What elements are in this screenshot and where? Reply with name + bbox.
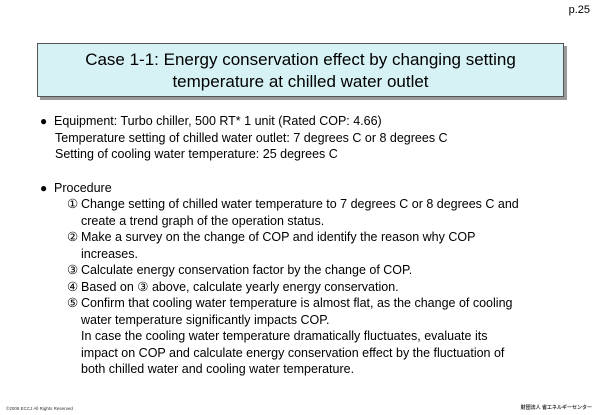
- equipment-line-3: Setting of cooling water temperature: 25…: [55, 147, 338, 161]
- step-line: create a trend graph of the operation st…: [81, 213, 325, 228]
- step-number: ③: [67, 263, 79, 277]
- step-number: ②: [67, 230, 79, 244]
- procedure-heading-item: ● Procedure: [40, 180, 570, 197]
- step-line: increases.: [81, 246, 138, 261]
- procedure-step: ① Change setting of chilled water temper…: [67, 196, 570, 229]
- bullet-icon: ●: [40, 114, 48, 128]
- step-line: Confirm that cooling water temperature i…: [81, 296, 513, 310]
- step-line: Change setting of chilled water temperat…: [81, 197, 519, 211]
- title-line-2: temperature at chilled water outlet: [172, 72, 429, 91]
- slide-content: ● Equipment: Turbo chiller, 500 RT* 1 un…: [40, 113, 570, 378]
- step-line: In case the cooling water temperature dr…: [81, 329, 488, 343]
- step-number: ⑤: [67, 296, 79, 310]
- step-line: Make a survey on the change of COP and i…: [81, 230, 476, 244]
- step-line: Based on ③ above, calculate yearly energ…: [81, 279, 399, 294]
- procedure-step: ③ Calculate energy conservation factor b…: [67, 262, 570, 279]
- procedure-step: ④ Based on ③ above, calculate yearly ene…: [67, 279, 570, 296]
- step-line: Calculate energy conservation factor by …: [81, 263, 413, 277]
- equipment-line-1: Equipment: Turbo chiller, 500 RT* 1 unit…: [54, 114, 382, 128]
- procedure-heading: Procedure: [54, 180, 112, 195]
- equipment-item: ● Equipment: Turbo chiller, 500 RT* 1 un…: [40, 113, 570, 130]
- step-line: water temperature significantly impacts …: [81, 312, 330, 327]
- step-number: ①: [67, 197, 79, 211]
- procedure-steps: ① Change setting of chilled water temper…: [67, 196, 570, 378]
- step-number: ④: [67, 279, 79, 294]
- title-line-1: Case 1-1: Energy conservation effect by …: [85, 50, 516, 69]
- equipment-line-2: Temperature setting of chilled water out…: [55, 130, 448, 145]
- step-line: both chilled water and cooling water tem…: [81, 362, 355, 376]
- procedure-step: ⑤ Confirm that cooling water temperature…: [67, 295, 570, 378]
- procedure-step: ② Make a survey on the change of COP and…: [67, 229, 570, 262]
- step-line: impact on COP and calculate energy conse…: [81, 345, 505, 360]
- title-box: Case 1-1: Energy conservation effect by …: [37, 43, 564, 97]
- organization-logo-text: 財団法人 省エネルギーセンター: [520, 405, 592, 411]
- page-number: p.25: [568, 4, 590, 16]
- bullet-icon: ●: [40, 180, 48, 195]
- copyright-text: ©2008 ECCJ All Rights Reserved: [6, 406, 73, 411]
